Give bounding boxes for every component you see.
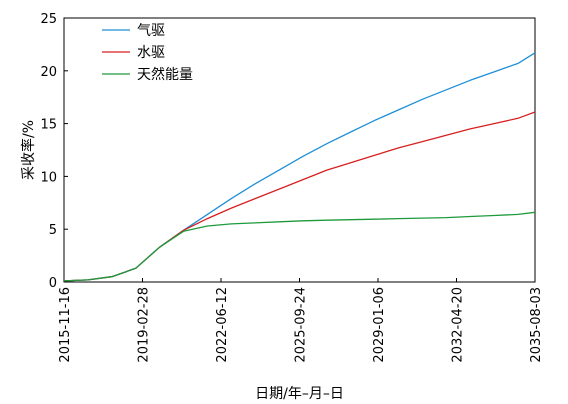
y-tick-label: 5 [49,223,57,238]
y-axis-ticks: 0 5 10 15 20 25 [40,12,68,291]
y-tick-label: 10 [40,170,57,185]
y-tick-label: 15 [40,118,57,133]
legend-label: 气驱 [137,23,165,39]
plot-frame [63,17,536,283]
x-axis-title: 日期/年–月–日 [255,386,344,402]
series-lines [63,52,536,282]
x-axis-ticks: 2015-11-16 2019-02-28 2022-06-12 2025-09-24… [58,278,544,363]
x-tick-label: 2035-08-03 [529,287,544,363]
series-line-2 [63,111,536,282]
y-tick-label: 25 [40,12,57,27]
x-tick-label: 2022-06-12 [215,287,230,363]
x-tick-label: 2032-04-20 [451,287,466,363]
x-tick-label: 2015-11-16 [58,287,73,363]
series-line-1 [63,52,536,282]
legend-label: 水驱 [137,45,165,61]
y-tick-label: 20 [40,65,57,80]
x-tick-label: 2029-01-06 [372,287,387,363]
series-line-3 [63,211,536,282]
y-tick-label: 0 [49,276,57,291]
legend-label: 天然能量 [137,66,193,83]
y-axis-title: 采收率/% [20,120,37,180]
x-tick-label: 2025-09-24 [294,287,309,363]
x-tick-label: 2019-02-28 [137,287,152,363]
plot-area: 0 5 10 15 20 25 2015-11-16 2019-02-28 2022-06-1… [40,12,544,363]
